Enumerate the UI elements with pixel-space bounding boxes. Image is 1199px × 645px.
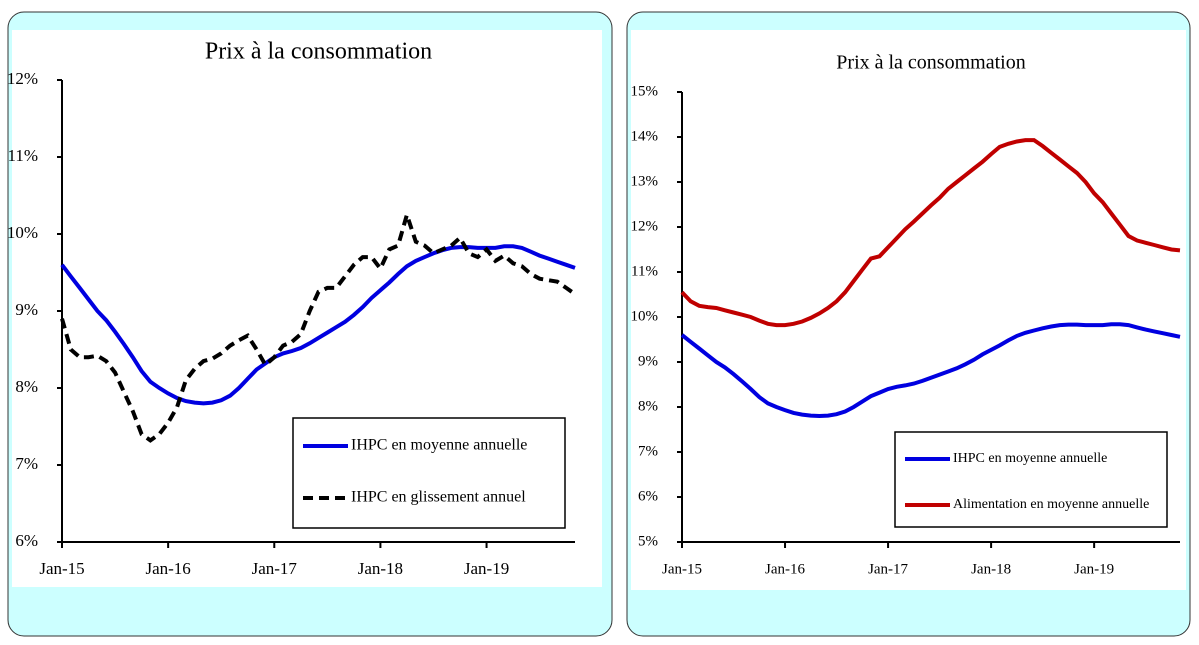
- x-tick-label: Jan-15: [39, 559, 84, 578]
- x-tick-label: Jan-18: [971, 561, 1011, 577]
- x-tick-label: Jan-18: [358, 559, 403, 578]
- y-tick-label: 8%: [638, 398, 658, 414]
- y-tick-label: 13%: [631, 173, 659, 189]
- y-tick-label: 7%: [638, 443, 658, 459]
- series-line: [680, 138, 1181, 328]
- legend-label: IHPC en moyenne annuelle: [953, 451, 1107, 466]
- series-line: [60, 244, 576, 406]
- y-tick-label: 12%: [631, 218, 659, 234]
- x-tick-label: Jan-19: [464, 559, 509, 578]
- y-tick-label: 7%: [15, 454, 38, 473]
- y-tick-label: 5%: [638, 533, 658, 549]
- y-tick-label: 10%: [7, 223, 38, 242]
- y-tick-label: 8%: [15, 377, 38, 396]
- x-tick-label: Jan-16: [145, 559, 190, 578]
- y-tick-label: 9%: [638, 353, 658, 369]
- series-line: [680, 322, 1181, 419]
- y-tick-label: 14%: [631, 128, 659, 144]
- chart-title: Prix à la consommation: [836, 52, 1025, 74]
- y-tick-label: 9%: [15, 300, 38, 319]
- legend-label: IHPC en glissement annuel: [351, 489, 526, 506]
- y-tick-label: 6%: [15, 531, 38, 550]
- y-tick-label: 11%: [7, 146, 38, 165]
- chart-title: Prix à la consommation: [205, 39, 432, 65]
- y-tick-label: 6%: [638, 488, 658, 504]
- legend-label: IHPC en moyenne annuelle: [351, 437, 527, 454]
- x-tick-label: Jan-15: [662, 561, 702, 577]
- x-tick-label: Jan-17: [868, 561, 908, 577]
- y-tick-label: 10%: [631, 308, 659, 324]
- legend-box: [894, 431, 1168, 528]
- x-tick-label: Jan-17: [252, 559, 298, 578]
- x-tick-label: Jan-19: [1074, 561, 1114, 577]
- y-tick-label: 15%: [631, 83, 659, 99]
- y-tick-label: 12%: [7, 69, 38, 88]
- series-line: [60, 208, 577, 443]
- legend-box: [292, 417, 566, 529]
- x-tick-label: Jan-16: [765, 561, 805, 577]
- legend-label: Alimentation en moyenne annuelle: [953, 497, 1149, 512]
- y-tick-label: 11%: [631, 263, 658, 279]
